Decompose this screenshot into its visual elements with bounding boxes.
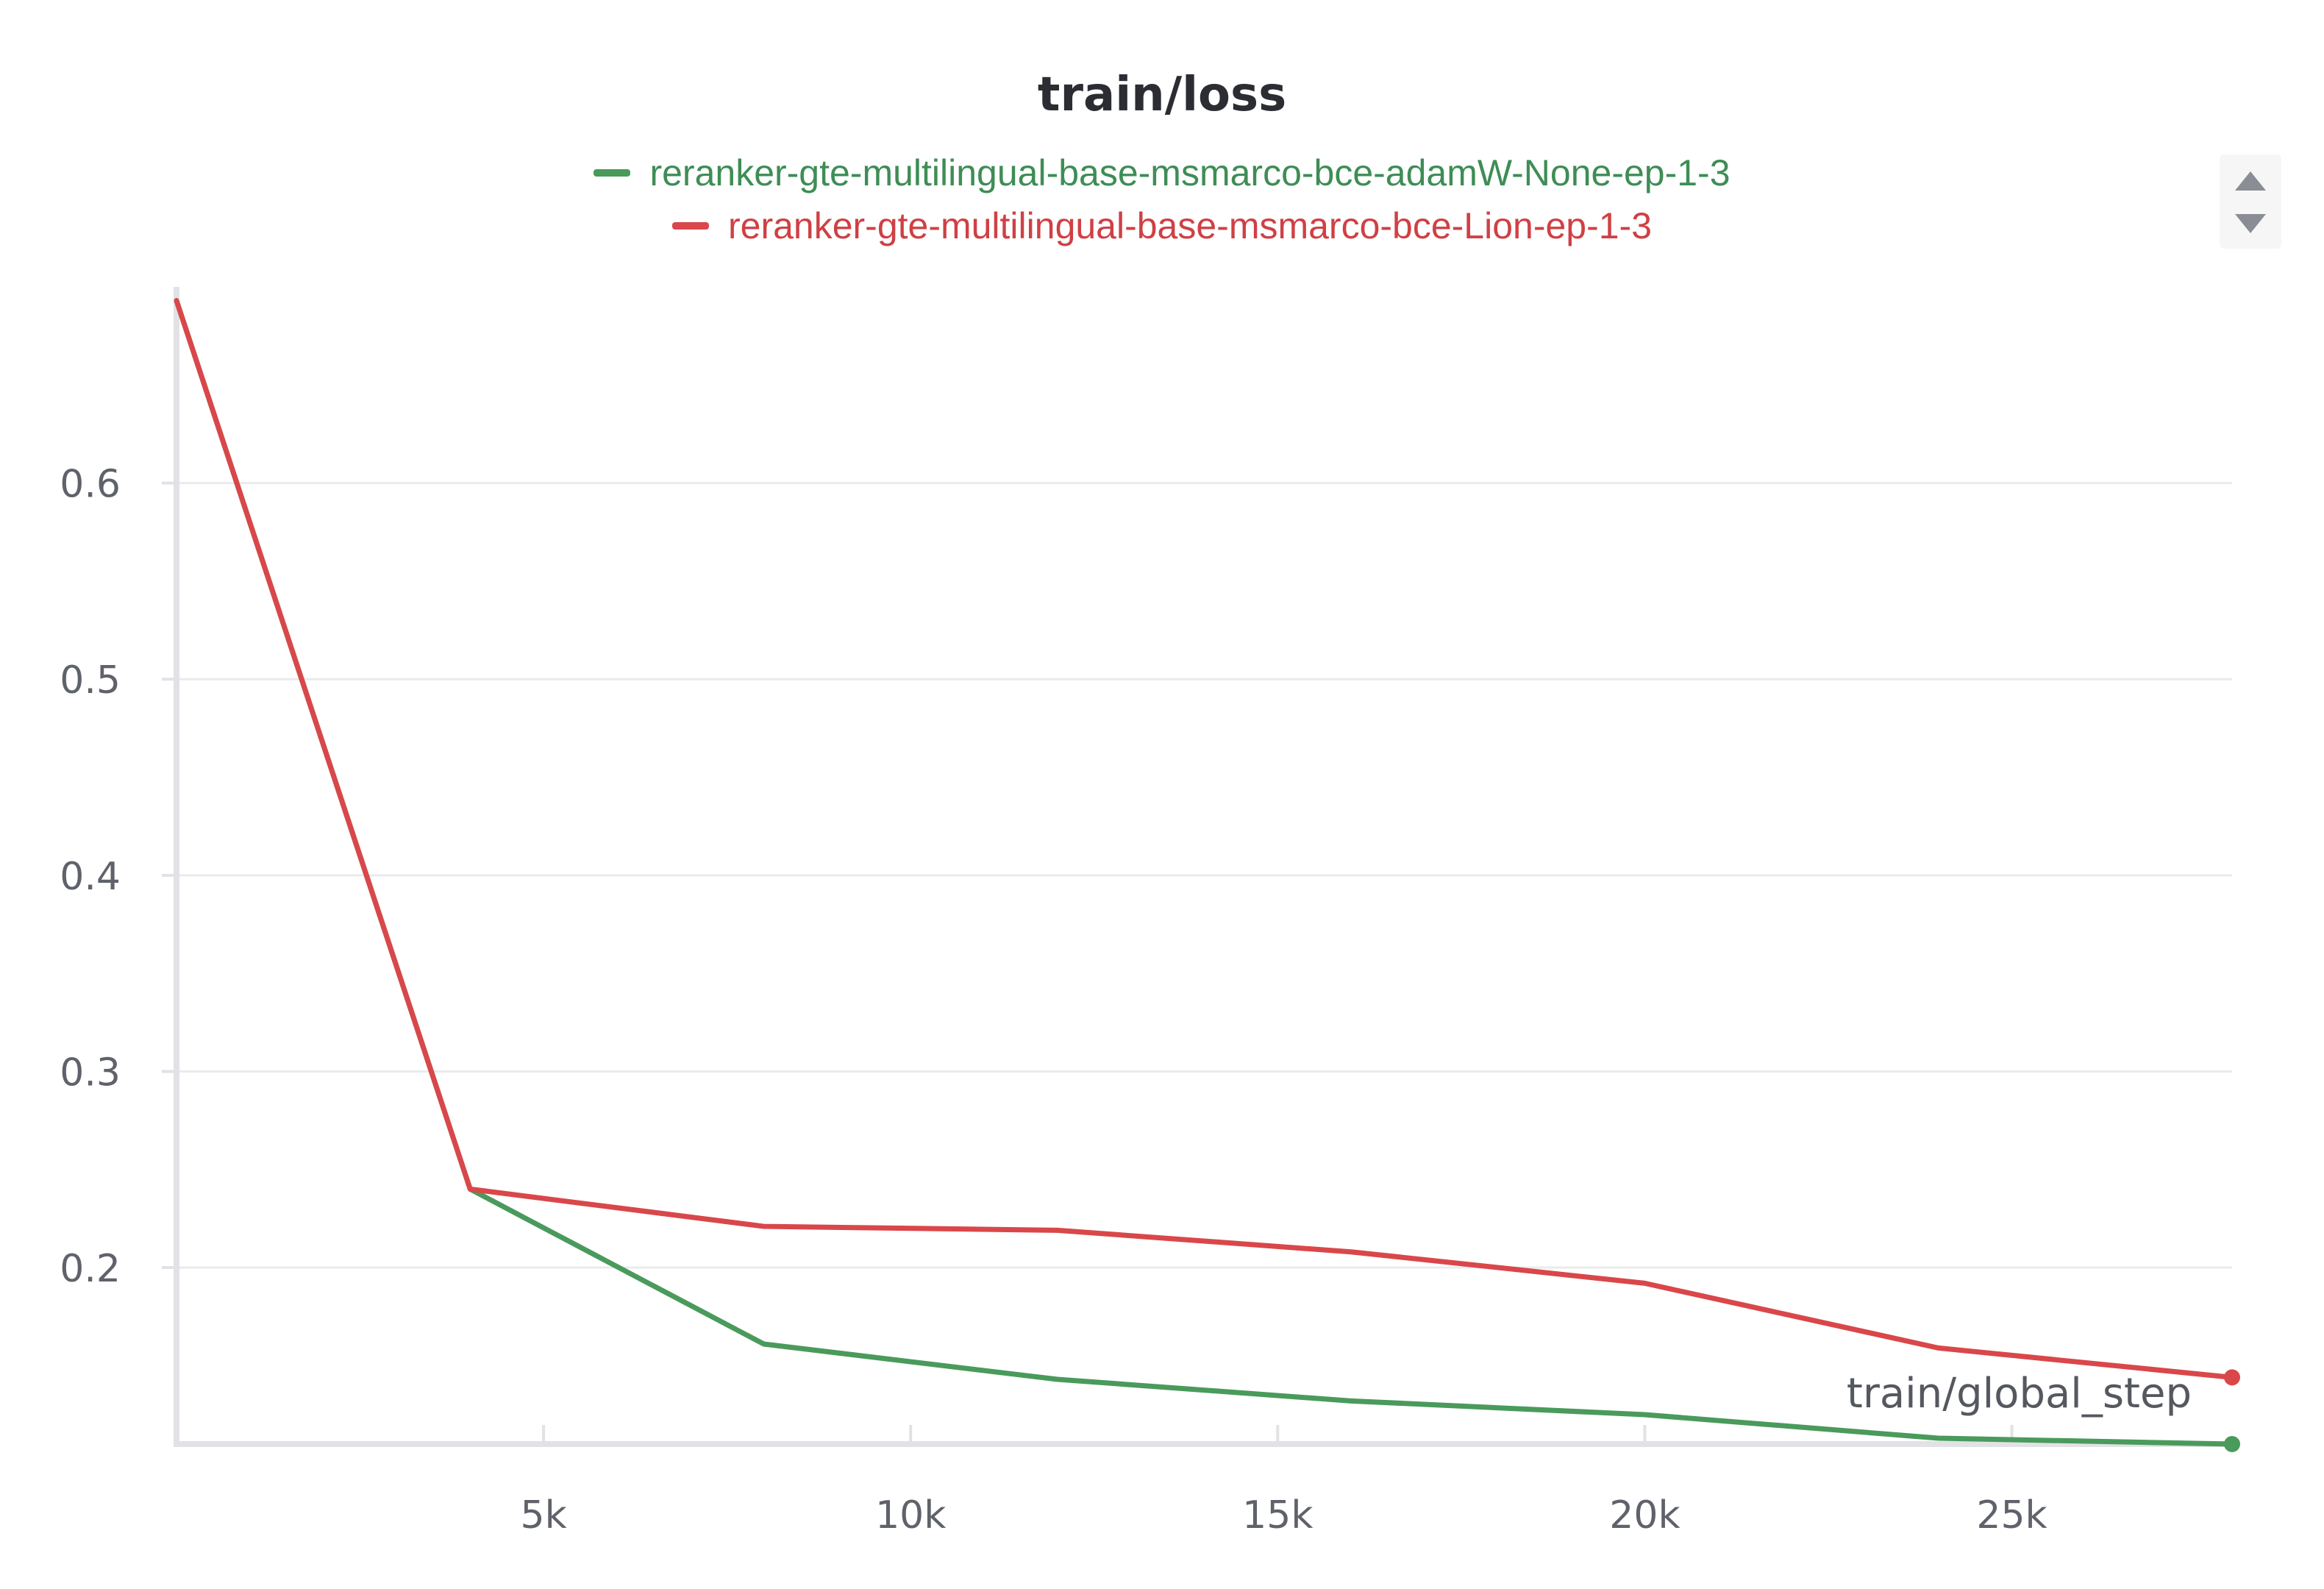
x-tick-label: 15k <box>1242 1493 1313 1538</box>
ticks: 0.2 0.3 0.4 0.5 0.6 5k 10k 15k 20k 25k <box>60 463 2047 1538</box>
grid-lines <box>177 482 2232 1269</box>
series-end-marker-0[interactable] <box>2224 1436 2240 1452</box>
y-tick-label: 0.4 <box>60 855 121 899</box>
series-end-marker-1[interactable] <box>2224 1369 2240 1386</box>
series-line-0[interactable] <box>174 298 2235 1447</box>
y-tick-label: 0.6 <box>60 463 121 507</box>
caret-down-icon <box>2235 214 2266 233</box>
caret-up-icon <box>2235 171 2266 191</box>
chart-title: train/loss <box>1037 68 1287 122</box>
x-axis-title: train/global_step <box>1846 1370 2192 1418</box>
series-line-1[interactable] <box>174 298 2235 1380</box>
legend-swatch-lion <box>671 221 709 230</box>
y-tick-label: 0.5 <box>60 658 121 703</box>
legend-scroll-up-button[interactable] <box>2233 166 2268 196</box>
y-tick-label: 0.3 <box>60 1051 121 1095</box>
legend-item-lion[interactable]: reranker-gte-multilingual-base-msmarco-b… <box>0 205 2324 247</box>
legend-swatch-adamw <box>594 168 631 177</box>
legend-label-adamw: reranker-gte-multilingual-base-msmarco-b… <box>649 152 1730 193</box>
x-tick-label: 25k <box>1976 1493 2047 1538</box>
legend-scroll-down-button[interactable] <box>2233 209 2268 238</box>
legend-scroll-control <box>2220 154 2281 249</box>
legend-label-lion: reranker-gte-multilingual-base-msmarco-b… <box>727 205 1653 246</box>
x-tick-label: 10k <box>875 1493 946 1538</box>
series-lines <box>174 298 2240 1452</box>
x-tick-label: 5k <box>521 1493 567 1538</box>
y-tick-label: 0.2 <box>60 1247 121 1291</box>
x-tick-label: 20k <box>1609 1493 1680 1538</box>
legend-item-adamw[interactable]: reranker-gte-multilingual-base-msmarco-b… <box>0 152 2324 194</box>
axes <box>174 287 2236 1447</box>
